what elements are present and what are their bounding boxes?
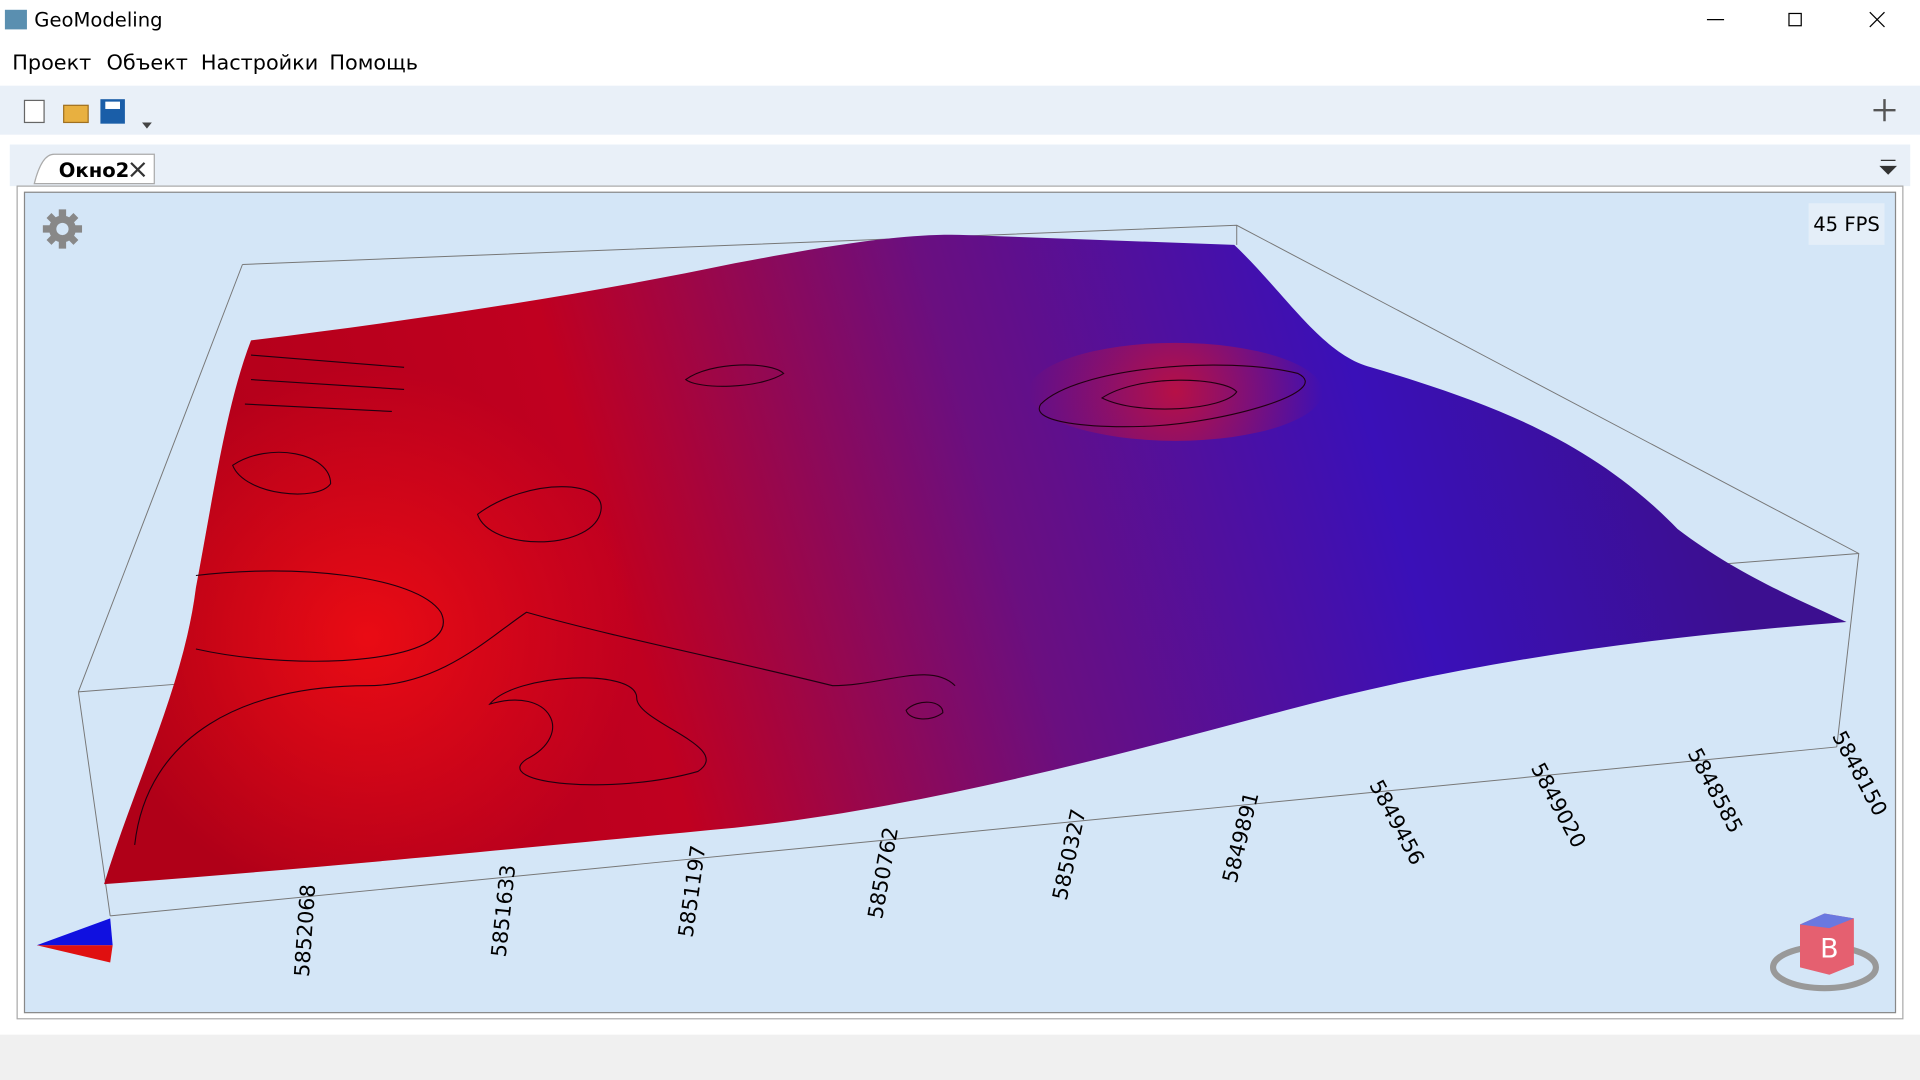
fps-counter: 45 FPS (1813, 213, 1880, 236)
tab[interactable] (33, 153, 155, 185)
add-button[interactable] (1873, 99, 1896, 122)
fps-box (1808, 203, 1885, 245)
contour (134, 611, 956, 845)
view-cube-label: B (1820, 934, 1838, 965)
open-button[interactable] (63, 104, 89, 124)
axis-triad (36, 945, 113, 963)
settings-button[interactable] (42, 209, 83, 249)
menu-item[interactable]: Настройки (201, 51, 318, 75)
menu-bar (0, 40, 1920, 86)
box-bottom-edge (110, 746, 1837, 917)
window-title: GeoModeling (34, 8, 162, 31)
close-button[interactable] (1869, 11, 1885, 28)
view-cube-top (1800, 913, 1854, 929)
contour (1038, 364, 1306, 428)
status-bar (0, 1034, 1920, 1080)
view-cube[interactable] (1800, 913, 1854, 975)
contour (231, 451, 332, 495)
gear-hole (56, 222, 69, 236)
surface-highlight (104, 234, 1847, 885)
contour (905, 701, 944, 720)
title-bar (0, 0, 1920, 41)
menu-item[interactable]: Объект (107, 51, 188, 75)
tab-bar (9, 144, 1911, 187)
box-top-edge (242, 224, 1860, 747)
restore-button[interactable] (1788, 12, 1802, 27)
tab-list-button[interactable] (1879, 159, 1897, 175)
tab-close[interactable] (130, 162, 146, 178)
menu-item[interactable]: Проект (12, 51, 91, 75)
contour (476, 486, 602, 543)
surface-peak (1028, 342, 1323, 441)
new-button[interactable] (23, 99, 45, 124)
menu-item[interactable]: Помощь (329, 51, 418, 75)
toolbar (0, 85, 1920, 135)
contour (488, 677, 707, 786)
contour (244, 354, 405, 412)
contour (684, 364, 785, 387)
bounding-box (77, 224, 1860, 917)
toolbar-more[interactable] (142, 122, 152, 129)
contours (134, 354, 1306, 845)
save-icon-detail (105, 101, 120, 109)
contour (1100, 379, 1238, 410)
axis-triad (36, 918, 113, 946)
contour (195, 570, 444, 662)
tab-label: Окно2 (59, 159, 130, 182)
app-icon (4, 9, 27, 30)
